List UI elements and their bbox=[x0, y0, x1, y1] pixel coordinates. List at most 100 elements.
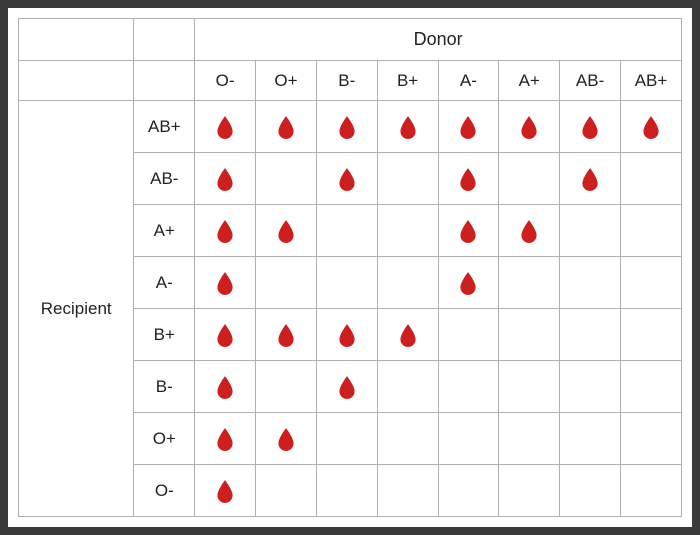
compat-cell-yes bbox=[195, 101, 256, 153]
compat-cell-no bbox=[560, 257, 621, 309]
recipient-type-label: AB- bbox=[150, 169, 178, 188]
blank-cell bbox=[134, 19, 195, 61]
table-row: RecipientAB+ bbox=[19, 101, 682, 153]
compat-cell-no bbox=[256, 465, 317, 517]
compat-cell-yes bbox=[256, 309, 317, 361]
blood-drop-icon bbox=[212, 270, 238, 296]
blood-drop-icon bbox=[212, 218, 238, 244]
donor-type-label: A- bbox=[460, 71, 477, 90]
compat-cell-no bbox=[377, 205, 438, 257]
compat-cell-yes bbox=[438, 205, 499, 257]
compat-cell-no bbox=[499, 361, 560, 413]
compat-cell-no bbox=[256, 361, 317, 413]
blood-drop-icon bbox=[516, 218, 542, 244]
recipient-type-header: AB+ bbox=[134, 101, 195, 153]
compat-cell-yes bbox=[256, 413, 317, 465]
blood-drop-icon bbox=[212, 426, 238, 452]
compat-cell-no bbox=[316, 465, 377, 517]
compat-cell-no bbox=[560, 309, 621, 361]
compat-cell-no bbox=[560, 361, 621, 413]
recipient-type-label: O+ bbox=[153, 429, 176, 448]
compat-cell-yes bbox=[621, 101, 682, 153]
blood-drop-icon bbox=[212, 114, 238, 140]
donor-type-header: O+ bbox=[256, 61, 317, 101]
blood-drop-icon bbox=[638, 114, 664, 140]
compat-cell-yes bbox=[195, 153, 256, 205]
compat-cell-no bbox=[560, 465, 621, 517]
donor-type-header: A+ bbox=[499, 61, 560, 101]
blood-drop-icon bbox=[273, 426, 299, 452]
compat-cell-no bbox=[438, 465, 499, 517]
blood-drop-icon bbox=[395, 114, 421, 140]
compat-cell-no bbox=[499, 153, 560, 205]
recipient-type-header: O- bbox=[134, 465, 195, 517]
blood-drop-icon bbox=[273, 114, 299, 140]
compat-cell-no bbox=[499, 257, 560, 309]
donor-type-header: B- bbox=[316, 61, 377, 101]
compat-cell-no bbox=[621, 361, 682, 413]
recipient-type-header: O+ bbox=[134, 413, 195, 465]
compat-cell-no bbox=[621, 413, 682, 465]
blood-drop-icon bbox=[334, 374, 360, 400]
blood-drop-icon bbox=[455, 270, 481, 296]
donor-type-header: O- bbox=[195, 61, 256, 101]
blood-drop-icon bbox=[212, 374, 238, 400]
compat-cell-yes bbox=[377, 101, 438, 153]
blank-cell bbox=[19, 19, 134, 61]
recipient-type-label: B+ bbox=[154, 325, 175, 344]
compat-cell-yes bbox=[438, 257, 499, 309]
compat-cell-yes bbox=[316, 153, 377, 205]
compat-cell-yes bbox=[256, 205, 317, 257]
compat-cell-no bbox=[499, 465, 560, 517]
compat-cell-yes bbox=[195, 465, 256, 517]
recipient-header: Recipient bbox=[19, 101, 134, 517]
compat-cell-yes bbox=[499, 101, 560, 153]
compat-cell-yes bbox=[560, 101, 621, 153]
recipient-type-label: AB+ bbox=[148, 117, 181, 136]
donor-type-header: A- bbox=[438, 61, 499, 101]
blood-drop-icon bbox=[273, 218, 299, 244]
blood-drop-icon bbox=[212, 322, 238, 348]
compat-cell-yes bbox=[377, 309, 438, 361]
compat-cell-no bbox=[621, 465, 682, 517]
blood-drop-icon bbox=[212, 166, 238, 192]
recipient-type-header: A+ bbox=[134, 205, 195, 257]
compat-cell-yes bbox=[438, 153, 499, 205]
compat-cell-no bbox=[256, 257, 317, 309]
blank-cell bbox=[134, 61, 195, 101]
compat-cell-no bbox=[377, 413, 438, 465]
compat-cell-yes bbox=[499, 205, 560, 257]
donor-type-header: B+ bbox=[377, 61, 438, 101]
compat-cell-yes bbox=[438, 101, 499, 153]
compat-cell-yes bbox=[195, 205, 256, 257]
compat-cell-no bbox=[499, 413, 560, 465]
compat-cell-yes bbox=[195, 257, 256, 309]
recipient-type-header: B- bbox=[134, 361, 195, 413]
compat-cell-no bbox=[560, 413, 621, 465]
compat-cell-yes bbox=[316, 101, 377, 153]
compat-cell-no bbox=[499, 309, 560, 361]
compat-cell-no bbox=[438, 361, 499, 413]
compat-cell-no bbox=[377, 257, 438, 309]
table-panel: Donor O-O+B-B+A-A+AB-AB+RecipientAB+ AB-… bbox=[8, 8, 692, 527]
recipient-header-label: Recipient bbox=[41, 299, 112, 318]
donor-type-header: AB+ bbox=[621, 61, 682, 101]
donor-type-label: B+ bbox=[397, 71, 418, 90]
blood-drop-icon bbox=[455, 114, 481, 140]
compat-cell-no bbox=[438, 413, 499, 465]
recipient-type-header: AB- bbox=[134, 153, 195, 205]
blank-cell bbox=[19, 61, 134, 101]
compat-cell-yes bbox=[316, 361, 377, 413]
blood-drop-icon bbox=[455, 166, 481, 192]
compat-cell-no bbox=[377, 361, 438, 413]
donor-type-label: AB+ bbox=[635, 71, 668, 90]
page-background: Donor O-O+B-B+A-A+AB-AB+RecipientAB+ AB-… bbox=[0, 0, 700, 535]
compat-cell-no bbox=[316, 413, 377, 465]
blood-drop-icon bbox=[577, 114, 603, 140]
compat-cell-yes bbox=[256, 101, 317, 153]
donor-type-header: AB- bbox=[560, 61, 621, 101]
donor-type-label: O+ bbox=[274, 71, 297, 90]
recipient-type-label: A+ bbox=[154, 221, 175, 240]
donor-header-label: Donor bbox=[414, 29, 463, 49]
compat-cell-no bbox=[621, 205, 682, 257]
